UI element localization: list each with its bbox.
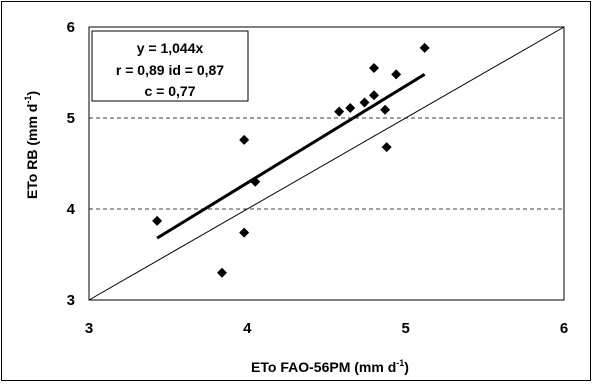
data-point	[239, 134, 250, 145]
data-point	[239, 227, 250, 238]
stats-annotation: y = 1,044x r = 0,89 id = 0,87 c = 0,77	[91, 30, 249, 102]
y-tick-label: 5	[67, 110, 75, 127]
data-point	[217, 267, 227, 278]
equation-text: y = 1,044x	[137, 40, 204, 56]
x-tick-label: 5	[401, 320, 409, 337]
x-tick-labels: 3 4 5 6	[85, 320, 568, 337]
data-point	[359, 97, 370, 108]
data-point	[419, 42, 430, 53]
y-tick-label: 6	[67, 19, 75, 36]
gridlines	[89, 117, 564, 210]
x-tick-label: 4	[243, 320, 252, 337]
data-point	[334, 106, 345, 117]
regression-line	[156, 73, 426, 240]
data-point	[381, 142, 392, 153]
correlation-text: r = 0,89 id = 0,87	[116, 62, 224, 78]
data-point	[152, 215, 163, 226]
data-point	[345, 102, 356, 113]
data-point	[250, 176, 261, 187]
plot-area	[88, 26, 565, 301]
y-tick-label: 4	[67, 201, 76, 218]
data-point	[369, 62, 379, 73]
x-tick-label: 6	[560, 320, 568, 337]
data-points	[152, 42, 430, 278]
y-tick-labels: 3 4 5 6	[67, 19, 76, 309]
data-point	[380, 104, 391, 115]
x-axis-label: ETo FAO-56PM (mm d-1)	[251, 358, 409, 375]
data-point	[391, 69, 402, 80]
x-tick-label: 3	[85, 320, 93, 337]
confidence-text: c = 0,77	[145, 83, 196, 99]
identity-line	[88, 26, 565, 301]
annotation-box	[91, 30, 249, 102]
y-axis-label: ETo RB (mm d-1)	[23, 91, 40, 199]
y-tick-label: 3	[67, 292, 75, 309]
data-point	[369, 90, 379, 101]
